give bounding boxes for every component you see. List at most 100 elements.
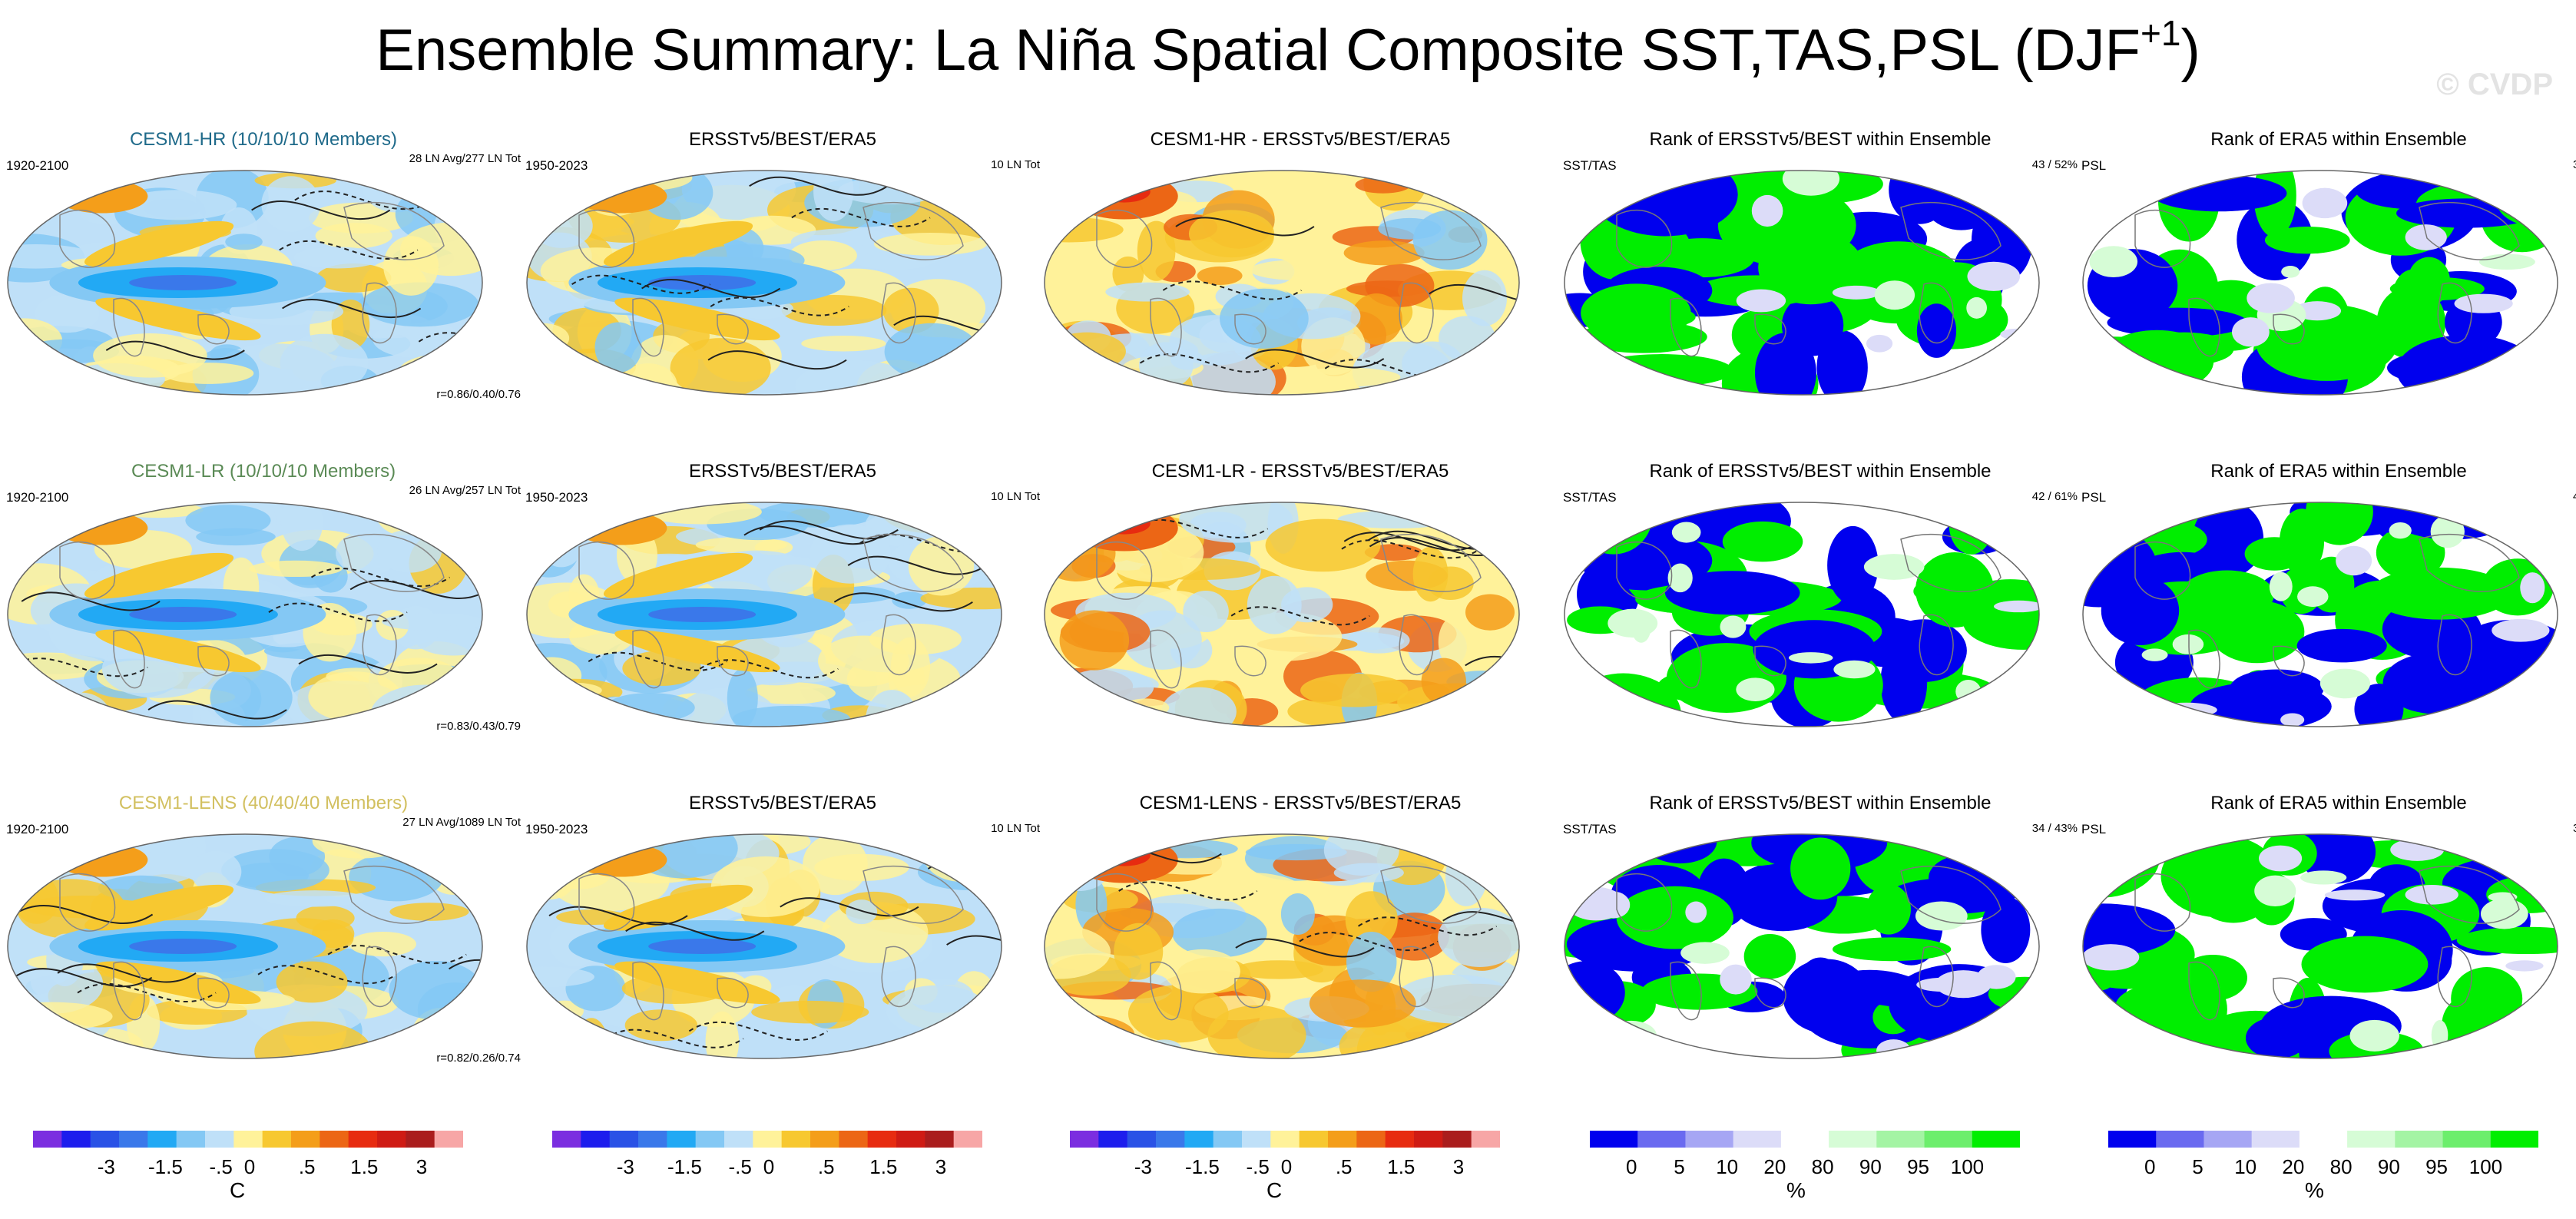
panel-r2-c4-rank-blob bbox=[1827, 525, 1879, 605]
colorbar-5-swatch bbox=[2442, 1131, 2492, 1148]
panel-r1-c1-anomaly-blob bbox=[35, 294, 100, 333]
colorbar-1-swatch bbox=[147, 1131, 177, 1148]
panel-r2-c3-map-border bbox=[1044, 502, 1520, 727]
panel-r2-c1-map-border bbox=[7, 502, 483, 727]
panel-r3-c2-coastline bbox=[881, 946, 916, 1008]
colorbar-4-tick-label: 100 bbox=[1950, 1155, 1985, 1178]
panel-r3-c1-anomaly-blob bbox=[349, 931, 416, 957]
panel-r2-c1-psl-contour bbox=[298, 654, 438, 674]
panel-r1-c2-map-border bbox=[526, 170, 1002, 396]
colorbar-2-swatch bbox=[867, 1131, 897, 1148]
panel-r2-c2-cold-tongue-center bbox=[648, 607, 757, 622]
panel-r1-c2-warm-high-lat bbox=[574, 179, 667, 214]
panel-r3-c1-psl-contour bbox=[449, 959, 482, 979]
panel-r1-c4-rank-blob bbox=[1581, 283, 1691, 343]
colorbar-1-tick-label: -3 bbox=[97, 1155, 115, 1178]
panel-r2-c5-rank-blob bbox=[2369, 567, 2511, 620]
panel-r2-c2-coastline bbox=[863, 533, 964, 592]
panel-r3-c5-coastline bbox=[2437, 946, 2472, 1008]
panel-r3-c3-anomaly-blob bbox=[1438, 907, 1519, 967]
panel-r3-c2-coastline bbox=[863, 865, 964, 924]
panel-r2-c5-rank-blob-light bbox=[2319, 668, 2371, 699]
panel-r3-c5-rank-blob-light bbox=[2259, 845, 2303, 872]
colorbar-3-swatch bbox=[1414, 1131, 1443, 1148]
panel-r1-c3-coastline bbox=[1380, 201, 1482, 260]
panel-r3-c5-right-label: 30% bbox=[2573, 822, 2576, 835]
colorbar-3-unit: C bbox=[1266, 1178, 1283, 1202]
colorbar-3-swatch bbox=[1242, 1131, 1271, 1148]
colorbar-4-tick-label: 0 bbox=[1625, 1155, 1637, 1178]
colorbar-5-tick-label: 20 bbox=[2282, 1155, 2305, 1178]
panel-r3-c5-rank-blob-light bbox=[2431, 1020, 2449, 1051]
panel-r3-c1-coastline bbox=[343, 865, 445, 924]
panel-r3-c2-anomaly-blob bbox=[624, 1009, 698, 1042]
colorbar-1-swatch bbox=[176, 1131, 206, 1148]
colorbar-1-tick-label: 3 bbox=[416, 1155, 428, 1178]
panel-r2-c5-rank-blob bbox=[2306, 502, 2373, 545]
colorbar-5-swatch bbox=[2204, 1131, 2253, 1148]
colorbar-3-tick-label: 1.5 bbox=[1387, 1155, 1415, 1178]
panel-r1-c3-anomaly-blob bbox=[1445, 369, 1490, 391]
panel-r3-c1-anomaly-blob bbox=[389, 1024, 482, 1041]
panel-r3-c5-coastline bbox=[2273, 977, 2305, 1009]
panel-r1-c3-anomaly-blob bbox=[1291, 367, 1401, 387]
panel-r1-c1-left-label: 1920-2100 bbox=[6, 158, 69, 173]
panel-r1-c4-coastline bbox=[1616, 210, 1673, 268]
panel-r2-c1-warm-band-south bbox=[95, 629, 261, 673]
panel-r1-c1-anomaly-blob bbox=[316, 263, 392, 293]
panel-r1-c1-map bbox=[7, 170, 483, 396]
colorbar-3-tick-label: .5 bbox=[1335, 1155, 1353, 1178]
panel-r1-c4-rank-blob-light bbox=[1972, 171, 2017, 204]
panel-r2-c2-map-border bbox=[526, 502, 1002, 727]
panel-r3-c4-rank-blob-light bbox=[1720, 964, 1752, 995]
panel-r1-c3-anomaly-blob bbox=[1412, 210, 1488, 270]
watermark: © CVDP bbox=[2436, 68, 2553, 101]
panel-r3-c2-cold-tongue-center bbox=[648, 939, 757, 954]
colorbar-1-tick-label: 1.5 bbox=[350, 1155, 379, 1178]
panel-r2-c2-map bbox=[526, 502, 1002, 727]
panel-r1-c3-coastline bbox=[1096, 210, 1153, 268]
panel-r1-c5-rank-blob bbox=[2264, 227, 2350, 254]
panel-r3-c5-rank-blob-light bbox=[2083, 944, 2140, 971]
panel-r3-c1-warm-high-lat bbox=[55, 843, 148, 877]
panel-r3-c4-rank-blob-light bbox=[1605, 1020, 1657, 1051]
colorbar-1-swatch bbox=[291, 1131, 320, 1148]
panel-r2-c5-rank-blob bbox=[2376, 525, 2445, 581]
panel-r1-c2-left-label: 1950-2023 bbox=[525, 158, 588, 173]
colorbar-3-swatch bbox=[1356, 1131, 1386, 1148]
panel-r3-c4-map-border bbox=[1564, 833, 2040, 1059]
panel-r2-c1-warm-band-north bbox=[84, 552, 234, 599]
panel-r3-c1-coastline bbox=[59, 873, 116, 932]
panel-r2-c2-anomaly-blob bbox=[605, 693, 695, 723]
colorbar-4-tick-label: 20 bbox=[1763, 1155, 1786, 1178]
colorbar-2-swatch bbox=[724, 1131, 753, 1148]
panel-r1-c5-rank-blob-light bbox=[2405, 224, 2447, 250]
panel-r1-c1-right-label: 28 LN Avg/277 LN Tot bbox=[409, 152, 521, 165]
panel-r1-c1-anomaly-blob bbox=[315, 223, 392, 249]
panel-r1-c3-psl-contour bbox=[1429, 283, 1519, 303]
panel-r1-c4-coastline bbox=[1900, 201, 2002, 260]
panel-r2-c4-rank-blob-light bbox=[1994, 600, 2039, 613]
panel-r2-c5-rank-blob-light bbox=[2141, 648, 2168, 661]
colorbar-1-swatch bbox=[233, 1131, 263, 1148]
panel-r1-c4-rank-blob-light bbox=[1564, 193, 1594, 207]
panel-r3-c4-rank-blob bbox=[1832, 937, 1952, 962]
colorbar-2-tick-label: -1.5 bbox=[667, 1155, 702, 1178]
panel-r1-c4-rank-blob bbox=[1916, 303, 1957, 358]
panel-r1-c1-psl-contour bbox=[282, 299, 422, 318]
panel-r1-c3-anomaly-blob bbox=[1048, 332, 1126, 371]
panel-r3-c5-rank-blob bbox=[2456, 926, 2558, 955]
panel-r3-c3-psl-contour bbox=[1442, 911, 1519, 931]
panel-r2-c4-map-fill bbox=[1564, 502, 2039, 727]
panel-r1-c2-anomaly-blob bbox=[789, 240, 857, 271]
panel-r2-c4-rank-blob-light bbox=[1833, 660, 1876, 679]
panel-r3-c3-map bbox=[1044, 833, 1520, 1059]
panel-r1-c3-anomaly-blob bbox=[1402, 341, 1464, 386]
panel-r2-c4-rank-blob bbox=[1915, 552, 1994, 628]
panel-r2-c1-cold-tongue-center bbox=[129, 607, 237, 622]
panel-r2-c1-anomaly-blob bbox=[382, 613, 482, 631]
panel-r2-c1-right-label: 26 LN Avg/257 LN Tot bbox=[409, 484, 521, 497]
panel-r3-c2-anomaly-blob bbox=[527, 834, 608, 853]
panel-r2-c4-rank-blob-light bbox=[1863, 554, 1925, 580]
panel-r2-c5-rank-blob-light bbox=[2297, 586, 2329, 608]
